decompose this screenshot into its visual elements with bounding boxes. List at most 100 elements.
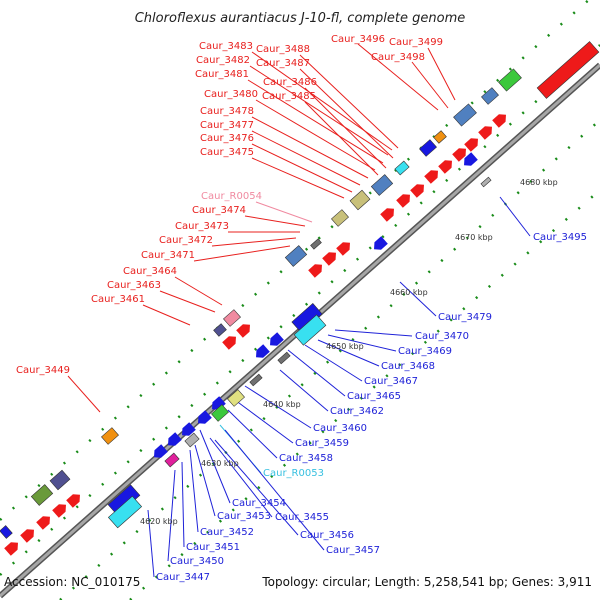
tick-4660: 4660 kbp: [390, 288, 428, 297]
gene-label-caur-3479[interactable]: Caur_3479: [438, 312, 492, 323]
gene-label-caur-3459[interactable]: Caur_3459: [295, 438, 349, 449]
leader-line-26: [334, 329, 413, 337]
gene-label-caur-3495[interactable]: Caur_3495: [533, 232, 587, 243]
gene-label-caur-3499[interactable]: Caur_3499: [389, 37, 443, 48]
gene-box-grey-4: [277, 351, 291, 365]
gene-label-caur-3464[interactable]: Caur_3464: [123, 266, 177, 277]
leader-line-12: [251, 130, 361, 186]
leader-line-40: [214, 439, 299, 536]
gene-label-caur-3475[interactable]: Caur_3475: [200, 147, 254, 158]
gene-label-caur-3453[interactable]: Caur_3453: [217, 511, 271, 522]
gene-label-caur-3474[interactable]: Caur_3474: [192, 205, 246, 216]
gene-label-caur-3477[interactable]: Caur_3477: [200, 120, 254, 131]
leader-line-31: [279, 369, 329, 412]
gene-label-caur-3470[interactable]: Caur_3470: [415, 331, 469, 342]
forward-gene-labels: Caur_3496 Caur_3499 Caur_3498 Caur_3483 …: [16, 34, 443, 376]
gene-box-khaki-1: [349, 189, 371, 211]
tick-4620: 4620 kbp: [140, 517, 178, 526]
gene-box-blue-2: [453, 103, 477, 127]
gene-label-caur-3452[interactable]: Caur_3452: [200, 527, 254, 538]
leader-line-19: [193, 245, 291, 262]
leader-line-42: [224, 429, 325, 551]
gene-box-grey-2: [480, 176, 492, 188]
leader-line-30: [287, 349, 346, 397]
gene-label-caur-3482[interactable]: Caur_3482: [196, 55, 250, 66]
leader-line-38: [194, 444, 216, 517]
gene-box-pink-1: [223, 309, 241, 327]
gene-label-caur-3485[interactable]: Caur_3485: [262, 91, 316, 102]
accession-text: Accession: NC_010175: [4, 575, 140, 589]
leader-line-3: [251, 51, 393, 151]
gene-label-caur-3461[interactable]: Caur_3461: [91, 294, 145, 305]
gene-label-caur-3481[interactable]: Caur_3481: [195, 69, 249, 80]
leader-line-24: [499, 196, 531, 237]
forward-arrow-11: [396, 194, 410, 208]
gene-box-cyan-3: [107, 495, 143, 529]
gene-label-caur-3460[interactable]: Caur_3460: [313, 423, 367, 434]
forward-arrow-15: [452, 148, 466, 162]
gene-label-caur-3488[interactable]: Caur_3488: [256, 44, 310, 55]
gene-label-caur-3473[interactable]: Caur_3473: [175, 221, 229, 232]
reverse-arrow-0: [154, 444, 168, 458]
gene-box-yellow-1: [227, 389, 245, 407]
gene-label-caur-3478[interactable]: Caur_3478: [200, 106, 254, 117]
gene-label-caur-3456[interactable]: Caur_3456: [300, 530, 354, 541]
gene-label-caur-3447[interactable]: Caur_3447: [156, 572, 210, 583]
leader-lines: [67, 43, 531, 578]
gene-label-caur-3451[interactable]: Caur_3451: [186, 542, 240, 553]
gene-label-caur-3472[interactable]: Caur_3472: [159, 235, 213, 246]
forward-arrow-2: [36, 516, 50, 530]
gene-label-caur-r0054[interactable]: Caur_R0054: [201, 191, 262, 202]
gene-label-caur-3467[interactable]: Caur_3467: [364, 376, 418, 387]
leader-line-21: [159, 290, 216, 313]
gene-box-grey-5: [249, 373, 263, 387]
gene-label-caur-3476[interactable]: Caur_3476: [200, 133, 254, 144]
forward-arrow-17: [478, 126, 492, 140]
gene-label-caur-3463[interactable]: Caur_3463: [107, 280, 161, 291]
forward-arrow-7: [308, 264, 322, 278]
leader-line-23: [67, 375, 101, 413]
gene-label-caur-3458[interactable]: Caur_3458: [279, 453, 333, 464]
gene-label-caur-3455[interactable]: Caur_3455: [275, 512, 329, 523]
gene-label-caur-3449[interactable]: Caur_3449: [16, 365, 70, 376]
page-title: Chloroflexus aurantiacus J-10-fl, comple…: [135, 11, 466, 26]
reverse-arrow-3: [198, 410, 212, 424]
forward-arrow-14: [438, 160, 452, 174]
genome-summary-text: Topology: circular; Length: 5,258,541 bp…: [261, 575, 592, 589]
gene-label-caur-3480[interactable]: Caur_3480: [204, 89, 258, 100]
tick-4670: 4670 kbp: [455, 233, 493, 242]
gene-label-caur-3462[interactable]: Caur_3462: [330, 406, 384, 417]
gene-label-caur-3483[interactable]: Caur_3483: [199, 41, 253, 52]
gene-box-blue-3: [419, 139, 437, 157]
guide-dot-line-2: [59, 119, 600, 600]
leader-line-18: [211, 237, 297, 247]
gene-label-caur-3486[interactable]: Caur_3486: [263, 77, 317, 88]
leader-line-37: [209, 437, 273, 518]
gene-label-caur-3498[interactable]: Caur_3498: [371, 52, 425, 63]
gene-label-caur-3454[interactable]: Caur_3454: [232, 498, 286, 509]
leader-line-16: [244, 215, 306, 227]
gene-label-caur-3457[interactable]: Caur_3457: [326, 545, 380, 556]
gene-box-grey-3: [310, 238, 322, 250]
gene-label-caur-3450[interactable]: Caur_3450: [170, 556, 224, 567]
gene-box-khaki-2: [331, 209, 349, 227]
gene-label-caur-3468[interactable]: Caur_3468: [381, 361, 435, 372]
gene-label-caur-3469[interactable]: Caur_3469: [398, 346, 452, 357]
gene-label-caur-3471[interactable]: Caur_3471: [141, 250, 195, 261]
gene-features: [0, 41, 600, 556]
forward-arrow-8: [322, 252, 336, 266]
leader-line-25: [399, 281, 437, 317]
tick-4650: 4650 kbp: [326, 342, 364, 351]
gene-label-caur-3487[interactable]: Caur_3487: [256, 58, 310, 69]
gene-box-green-1: [498, 68, 522, 92]
reverse-arrow-2: [182, 422, 196, 436]
leader-line-8: [304, 87, 387, 169]
gene-label-caur-3465[interactable]: Caur_3465: [347, 391, 401, 402]
gene-label-caur-3496[interactable]: Caur_3496: [331, 34, 385, 45]
forward-arrow-4: [66, 494, 80, 508]
gene-label-caur-r0053[interactable]: Caur_R0053: [263, 468, 324, 479]
gene-box-blue-1: [481, 87, 499, 105]
gene-box-orange-2: [101, 427, 119, 445]
gene-box-purple-2: [49, 469, 71, 491]
